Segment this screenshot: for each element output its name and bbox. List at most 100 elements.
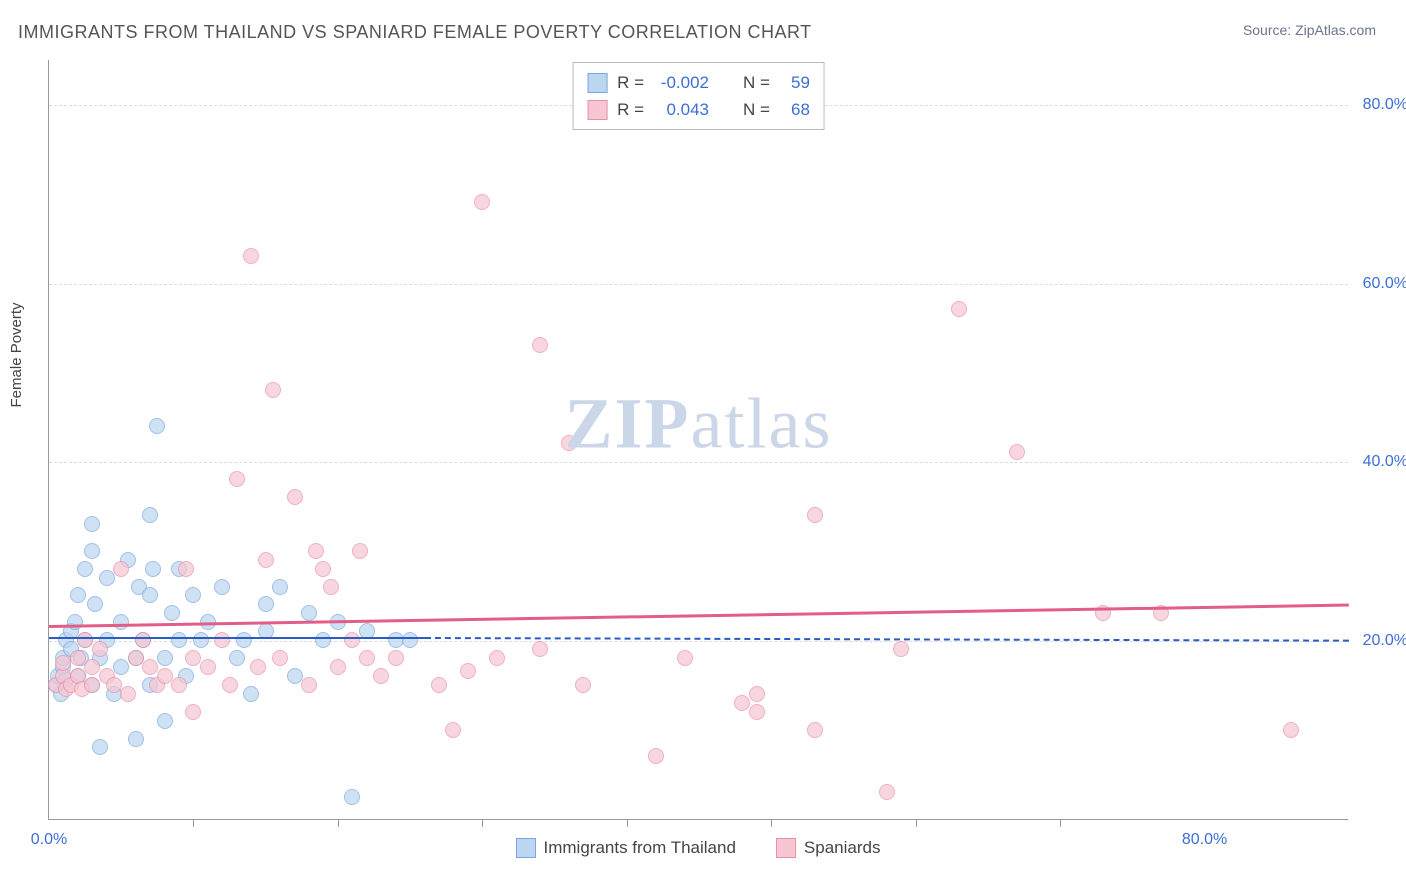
data-point — [84, 677, 100, 693]
n-label: N = — [743, 96, 770, 123]
x-tick — [1060, 819, 1061, 827]
data-point — [893, 641, 909, 657]
r-label: R = — [617, 96, 644, 123]
data-point — [1009, 444, 1025, 460]
data-point — [214, 632, 230, 648]
legend-stats-box: R = -0.002 N = 59 R = 0.043 N = 68 — [572, 62, 825, 130]
data-point — [344, 789, 360, 805]
data-point — [84, 659, 100, 675]
data-point — [128, 650, 144, 666]
data-point — [106, 677, 122, 693]
data-point — [200, 659, 216, 675]
data-point — [258, 596, 274, 612]
data-point — [142, 659, 158, 675]
data-point — [185, 587, 201, 603]
data-point — [330, 659, 346, 675]
plot-area: ZIPatlas R =-0.002N =59R =0.043N =68 20.… — [48, 60, 1348, 820]
data-point — [807, 722, 823, 738]
data-point — [749, 704, 765, 720]
data-point — [402, 632, 418, 648]
data-point — [489, 650, 505, 666]
legend-swatch — [587, 73, 607, 93]
data-point — [84, 543, 100, 559]
data-point — [951, 301, 967, 317]
data-point — [77, 632, 93, 648]
data-point — [315, 561, 331, 577]
data-point — [388, 650, 404, 666]
data-point — [67, 614, 83, 630]
r-value: -0.002 — [654, 69, 709, 96]
source-attribution: Source: ZipAtlas.com — [1243, 22, 1376, 38]
data-point — [113, 659, 129, 675]
data-point — [185, 704, 201, 720]
data-point — [532, 337, 548, 353]
data-point — [164, 605, 180, 621]
gridline — [49, 284, 1348, 285]
data-point — [323, 579, 339, 595]
x-tick — [771, 819, 772, 827]
data-point — [474, 194, 490, 210]
y-tick-label: 40.0% — [1353, 453, 1406, 471]
data-point — [359, 650, 375, 666]
y-tick-label: 80.0% — [1353, 96, 1406, 114]
data-point — [677, 650, 693, 666]
data-point — [113, 561, 129, 577]
data-point — [301, 605, 317, 621]
data-point — [229, 471, 245, 487]
data-point — [70, 650, 86, 666]
legend-swatch — [776, 838, 796, 858]
data-point — [807, 507, 823, 523]
regression-line — [49, 637, 425, 640]
r-value: 0.043 — [654, 96, 709, 123]
data-point — [272, 650, 288, 666]
data-point — [243, 686, 259, 702]
y-tick-label: 60.0% — [1353, 275, 1406, 293]
data-point — [70, 587, 86, 603]
r-label: R = — [617, 69, 644, 96]
x-tick — [338, 819, 339, 827]
data-point — [171, 677, 187, 693]
data-point — [445, 722, 461, 738]
data-point — [193, 632, 209, 648]
data-point — [250, 659, 266, 675]
data-point — [120, 686, 136, 702]
data-point — [287, 668, 303, 684]
data-point — [149, 418, 165, 434]
x-tick — [627, 819, 628, 827]
data-point — [145, 561, 161, 577]
legend-swatch — [516, 838, 536, 858]
legend-label: Immigrants from Thailand — [544, 838, 736, 858]
data-point — [113, 614, 129, 630]
n-label: N = — [743, 69, 770, 96]
gridline — [49, 462, 1348, 463]
n-value: 68 — [780, 96, 810, 123]
legend-bottom: Immigrants from ThailandSpaniards — [48, 838, 1348, 858]
data-point — [128, 731, 144, 747]
data-point — [575, 677, 591, 693]
chart-container: Female Poverty ZIPatlas R =-0.002N =59R … — [18, 60, 1388, 860]
data-point — [229, 650, 245, 666]
data-point — [92, 739, 108, 755]
legend-item: Immigrants from Thailand — [516, 838, 736, 858]
data-point — [431, 677, 447, 693]
legend-stat-row: R = 0.043 N = 68 — [587, 96, 810, 123]
data-point — [142, 507, 158, 523]
data-point — [648, 748, 664, 764]
y-axis-label: Female Poverty — [8, 302, 25, 407]
x-tick — [482, 819, 483, 827]
watermark: ZIPatlas — [565, 383, 833, 466]
data-point — [99, 570, 115, 586]
x-tick — [916, 819, 917, 827]
data-point — [749, 686, 765, 702]
n-value: 59 — [780, 69, 810, 96]
data-point — [265, 382, 281, 398]
data-point — [135, 632, 151, 648]
data-point — [352, 543, 368, 559]
data-point — [301, 677, 317, 693]
y-tick-label: 20.0% — [1353, 632, 1406, 650]
data-point — [142, 587, 158, 603]
x-tick — [193, 819, 194, 827]
data-point — [87, 596, 103, 612]
data-point — [258, 552, 274, 568]
data-point — [84, 516, 100, 532]
